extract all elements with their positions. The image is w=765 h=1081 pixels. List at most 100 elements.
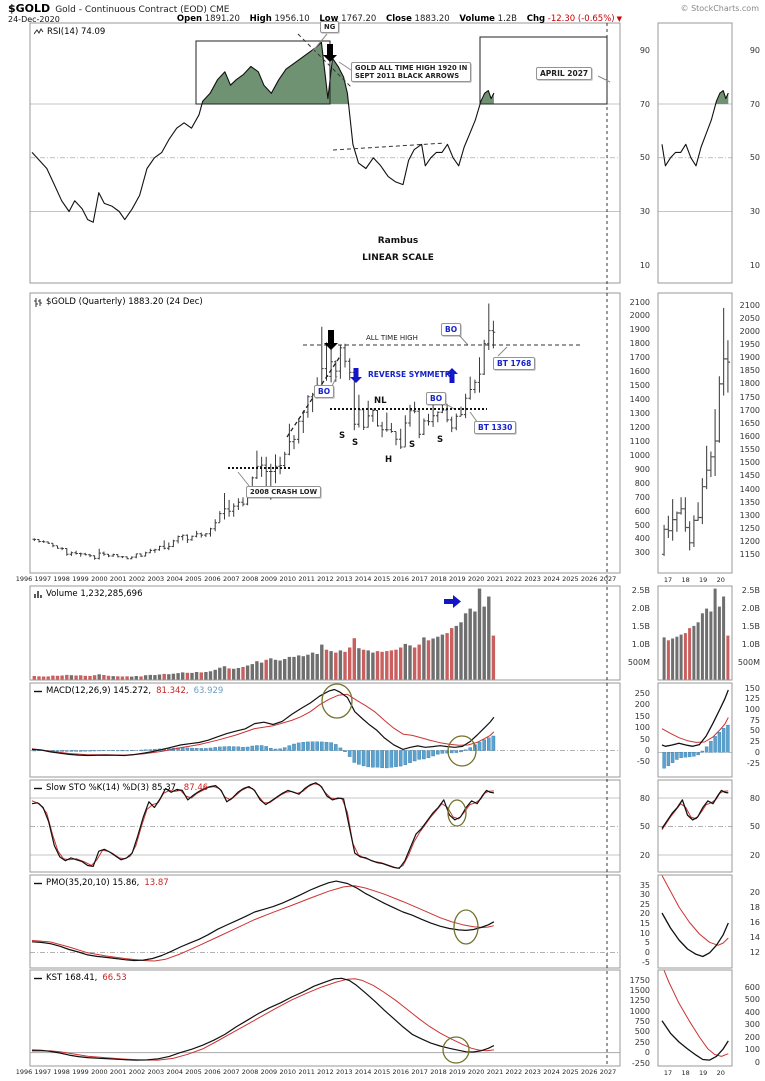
y-tick-label: 2.5B (631, 585, 650, 595)
y-tick-label: 400 (634, 534, 650, 544)
open-label: Open (176, 14, 203, 24)
y-tick-label: 300 (634, 548, 650, 558)
y-tick-label: 20 (749, 887, 760, 897)
squiggle-icon (34, 28, 44, 35)
x-year-label: 2024 (543, 575, 560, 583)
y-tick-label: 1.5B (741, 621, 760, 631)
y-tick-label: 2000 (739, 326, 760, 336)
y-tick-label: 500M (627, 657, 650, 667)
x-year-label: 2009 (260, 1068, 278, 1076)
bo-callout-neckline: BO (426, 392, 447, 405)
y-tick-label: 1450 (739, 471, 760, 481)
x-year-label: 2001 (109, 575, 127, 583)
stockcharts-credit: © StockCharts.com (680, 4, 759, 13)
bo-callout-trendline: BO (314, 385, 335, 398)
y-tick-label: 1750 (739, 392, 760, 402)
sto-panel-label: Slow STO %K(14) %D(3) 85.37, 87.46 (34, 783, 208, 793)
x-year-label: 2017 (411, 575, 428, 583)
y-tick-label: 50 (639, 734, 650, 744)
x-year-label: 2004 (166, 575, 183, 583)
low-value: 1767.20 (341, 14, 377, 24)
ng-callout: NG (320, 21, 340, 33)
mini-x-year-label: 19 (699, 1069, 708, 1077)
line-icon (34, 882, 42, 884)
x-year-label: 2006 (204, 575, 221, 583)
y-tick-label: 1900 (629, 325, 650, 335)
y-tick-label: 0 (754, 747, 760, 757)
y-tick-label: 1250 (739, 524, 760, 534)
x-year-label: 2014 (354, 1068, 372, 1076)
y-tick-label: 2000 (629, 311, 650, 321)
y-tick-label: -50 (636, 757, 650, 767)
x-year-label: 2013 (335, 1068, 353, 1076)
ohlc-icon (34, 297, 42, 307)
x-year-label: 2024 (543, 1068, 560, 1076)
x-year-label: 2027 (599, 1068, 617, 1076)
x-year-label: 2019 (449, 575, 466, 583)
y-tick-label: 1100 (629, 436, 650, 446)
line-icon (34, 787, 42, 789)
y-tick-label: 70 (639, 99, 650, 109)
low-label: Low (319, 14, 339, 24)
y-tick-label: 14 (749, 932, 760, 942)
y-tick-label: 1200 (739, 537, 760, 547)
y-tick-label: 1150 (739, 550, 760, 560)
shoulder-label: S (352, 438, 359, 448)
quote-bar: Open 1891.20 High 1956.10 Low 1767.20 Cl… (170, 14, 622, 24)
y-tick-label: 20 (749, 850, 760, 860)
chg-label: Chg (526, 14, 546, 24)
y-tick-label: 1500 (739, 458, 760, 468)
x-year-label: 1998 (53, 575, 70, 583)
x-year-label: 2010 (279, 575, 297, 583)
x-year-label: 2009 (260, 575, 278, 583)
y-tick-label: 900 (634, 464, 650, 474)
y-tick-label: 35 (639, 880, 650, 890)
rsi-panel-label: RSI(14) 74.09 (34, 27, 105, 37)
x-year-label: 2019 (449, 1068, 466, 1076)
high-label: High (249, 14, 272, 24)
y-tick-label: 1800 (739, 379, 760, 389)
pmo-panel-label: PMO(35,20,10) 15.86, 13.87 (34, 878, 169, 888)
y-tick-label: 12 (749, 947, 760, 957)
y-tick-label: 2100 (739, 300, 760, 310)
y-tick-label: 2050 (739, 313, 760, 323)
x-year-label: 2015 (373, 1068, 391, 1076)
y-tick-label: 1.0B (631, 639, 650, 649)
y-tick-label: 1950 (739, 339, 760, 349)
y-tick-label: 0 (644, 746, 650, 755)
y-tick-label: 16 (749, 917, 760, 927)
chg-dropdown-icon[interactable]: ▼ (616, 15, 622, 23)
y-tick-label: 200 (744, 1032, 760, 1042)
arrow (323, 44, 337, 62)
neckline-label: NL (374, 396, 387, 406)
arrow (446, 368, 458, 383)
y-tick-label: 1850 (739, 366, 760, 376)
x-year-label: 2017 (411, 1068, 428, 1076)
x-year-label: 2002 (128, 575, 146, 583)
y-tick-label: 150 (634, 711, 650, 721)
mini-x-year-label: 20 (716, 576, 725, 584)
y-tick-label: 20 (639, 850, 650, 860)
y-tick-label: 1700 (629, 353, 650, 363)
y-tick-label: 100 (634, 723, 650, 733)
volume-value: 1.2B (497, 14, 518, 24)
x-year-label: 2023 (524, 575, 541, 583)
x-year-label: 2000 (91, 1068, 108, 1076)
y-tick-label: 400 (744, 1007, 760, 1017)
y-tick-label: 30 (639, 207, 650, 216)
x-year-label: 1996 (15, 575, 33, 583)
x-year-label: 2004 (166, 1068, 183, 1076)
y-tick-label: 1400 (739, 484, 760, 494)
x-year-label: 2015 (373, 575, 391, 583)
y-tick-label: -250 (631, 1058, 650, 1068)
x-year-label: 2022 (505, 1068, 523, 1076)
chart-date: 24-Dec-2020 (8, 15, 60, 24)
y-tick-label: 500 (634, 520, 650, 530)
y-tick-label: 600 (744, 982, 760, 992)
x-year-label: 2002 (128, 1068, 146, 1076)
y-tick-label: 2.0B (631, 603, 650, 613)
x-year-label: 2021 (486, 575, 504, 583)
chg-value: -12.30 (-0.65%) (547, 14, 615, 24)
x-year-label: 1997 (34, 1068, 52, 1076)
y-tick-label: 15 (639, 919, 650, 928)
